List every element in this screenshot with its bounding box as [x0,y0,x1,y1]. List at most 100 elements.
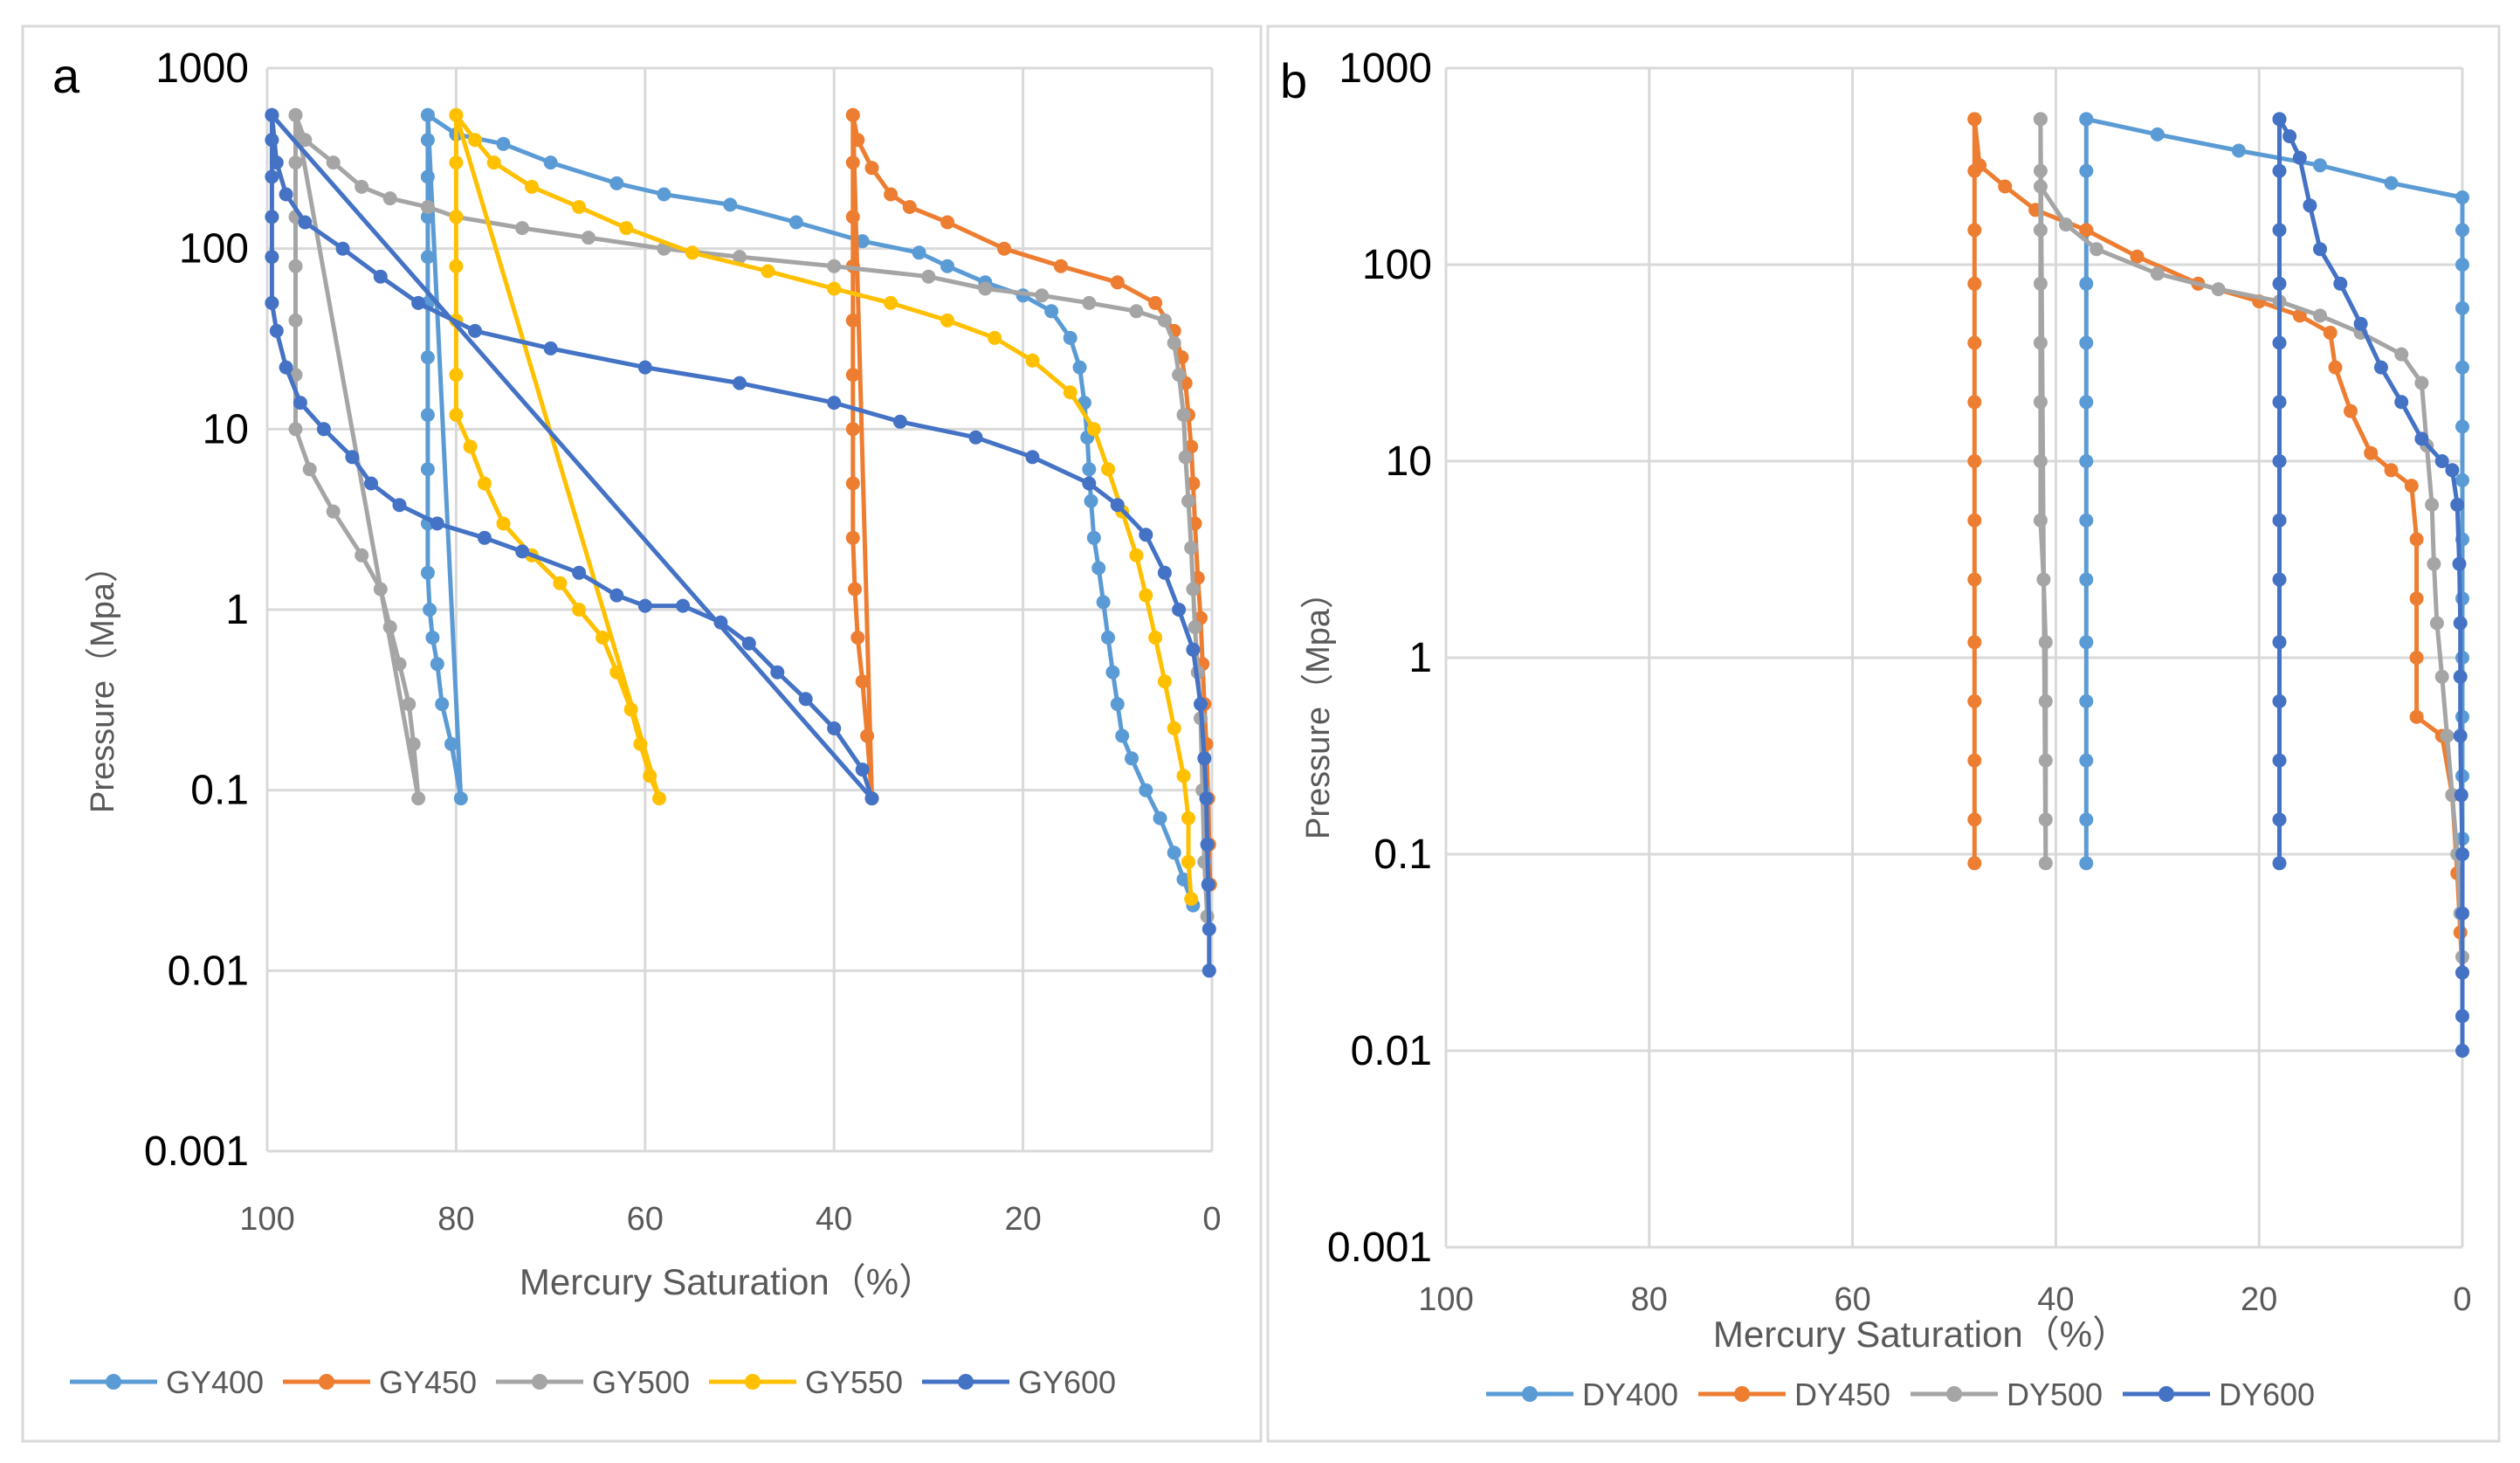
data-point-gy550 [449,368,464,383]
data-point-gy550 [1157,674,1172,689]
data-point-gy600 [265,107,279,122]
data-point-gy450 [1184,439,1199,454]
data-point-gy500 [1129,304,1144,319]
data-point-gy550 [449,259,464,273]
data-point-dy450 [2364,445,2379,460]
data-point-gy600 [1139,528,1153,542]
data-point-gy450 [940,215,954,230]
data-point-dy600 [2313,242,2327,257]
data-point-gy500 [288,313,303,328]
data-point-gy600 [364,476,378,491]
data-point-dy600 [2452,556,2467,571]
y-tick-label: 0.001 [1327,1225,1432,1271]
data-point-dy400 [2455,223,2469,238]
data-point-dy600 [2272,454,2287,468]
data-point-dy600 [2333,276,2348,291]
data-point-dy500 [2033,179,2048,194]
data-point-dy600 [2272,856,2287,871]
data-point-gy600 [1201,921,1216,936]
data-point-gy600 [298,215,313,230]
series-group-a [265,107,1217,978]
data-point-dy600 [2434,454,2449,468]
data-point-dy450 [1967,812,1982,827]
legend-item-gy400: GY400 [70,1364,264,1400]
legend-a: GY400 GY450 GY500 GY550 GY600 [70,1364,1116,1400]
data-point-dy600 [2272,395,2287,410]
data-point-gy600 [265,133,279,148]
data-point-gy550 [1176,769,1191,783]
y-axis-label-b: Pressure（Mpa） [1300,576,1337,839]
data-point-gy550 [761,264,775,279]
data-point-dy600 [2455,1009,2469,1024]
data-point-gy450 [997,241,1011,256]
data-point-dy400 [2079,454,2094,468]
data-point-gy600 [637,598,652,613]
y-tick-label: 0.01 [1351,1028,1432,1074]
data-point-gy400 [1096,595,1111,610]
data-point-gy600 [968,430,983,445]
data-point-dy600 [2353,316,2368,331]
y-tick-label: 100 [179,226,249,273]
data-point-dy600 [2272,694,2287,708]
data-point-gy550 [596,631,610,645]
data-point-gy600 [1201,877,1215,892]
data-point-gy500 [373,582,388,597]
data-point-gy400 [420,133,435,148]
data-point-gy500 [515,221,530,236]
data-point-dy500 [2059,217,2073,232]
data-point-dy400 [2150,127,2165,141]
data-point-gy500 [406,736,421,751]
data-point-dy450 [1967,395,1982,410]
series-line-gy400 [425,113,1195,907]
data-point-gy550 [449,408,464,422]
data-point-gy400 [855,234,870,249]
data-point-gy400 [1105,665,1120,680]
data-point-gy600 [572,565,587,580]
y-tick-label: 0.01 [168,948,249,994]
data-point-dy500 [2033,276,2048,291]
legend-label: DY600 [2219,1377,2315,1412]
x-tick-label: 0 [1202,1201,1221,1238]
data-point-gy400 [1084,493,1098,508]
data-point-dy600 [2450,497,2465,512]
x-tick-label: 60 [627,1201,664,1238]
data-point-gy500 [402,697,417,712]
data-point-dy500 [2427,556,2441,571]
data-point-gy550 [1101,462,1115,477]
data-point-dy450 [2079,223,2094,238]
data-point-gy550 [1025,353,1040,368]
data-point-gy600 [373,269,388,284]
data-point-dy600 [2414,431,2429,446]
data-point-dy600 [2272,513,2287,528]
data-point-gy400 [420,210,435,224]
panel-label-a: a [52,48,80,103]
data-point-dy600 [2455,906,2469,921]
data-point-dy600 [2394,395,2409,410]
y-tick-label: 0.001 [144,1128,249,1175]
data-point-gy600 [892,414,907,429]
legend-item-gy600: GY600 [922,1364,1116,1400]
y-tick-label: 1000 [1339,45,1432,92]
legend-swatch-marker [1734,1386,1750,1402]
legend-label: GY500 [592,1364,690,1400]
data-point-dy500 [2150,266,2165,281]
data-point-dy500 [2425,497,2440,512]
data-point-gy450 [1110,275,1125,290]
data-point-gy550 [619,221,634,236]
data-point-dy450 [1967,276,1982,291]
data-point-gy600 [637,360,652,375]
data-point-gy600 [609,588,624,603]
x-tick-label: 80 [437,1201,474,1238]
legend-item-gy550: GY550 [709,1364,903,1400]
data-point-dy400 [2079,513,2094,528]
data-point-gy600 [269,323,284,338]
series-gy550 [449,107,1199,907]
y-tick-label: 1 [225,587,249,633]
data-point-dy500 [2394,347,2409,362]
data-point-gy400 [912,245,926,260]
chart-panel-a: a 1000 100 10 1 0.1 0.01 0.001 100 80 60 40 20 0 Pr… [52,45,1222,1400]
data-point-gy400 [420,350,435,365]
data-point-gy400 [1086,530,1101,545]
data-point-gy550 [1167,721,1181,735]
